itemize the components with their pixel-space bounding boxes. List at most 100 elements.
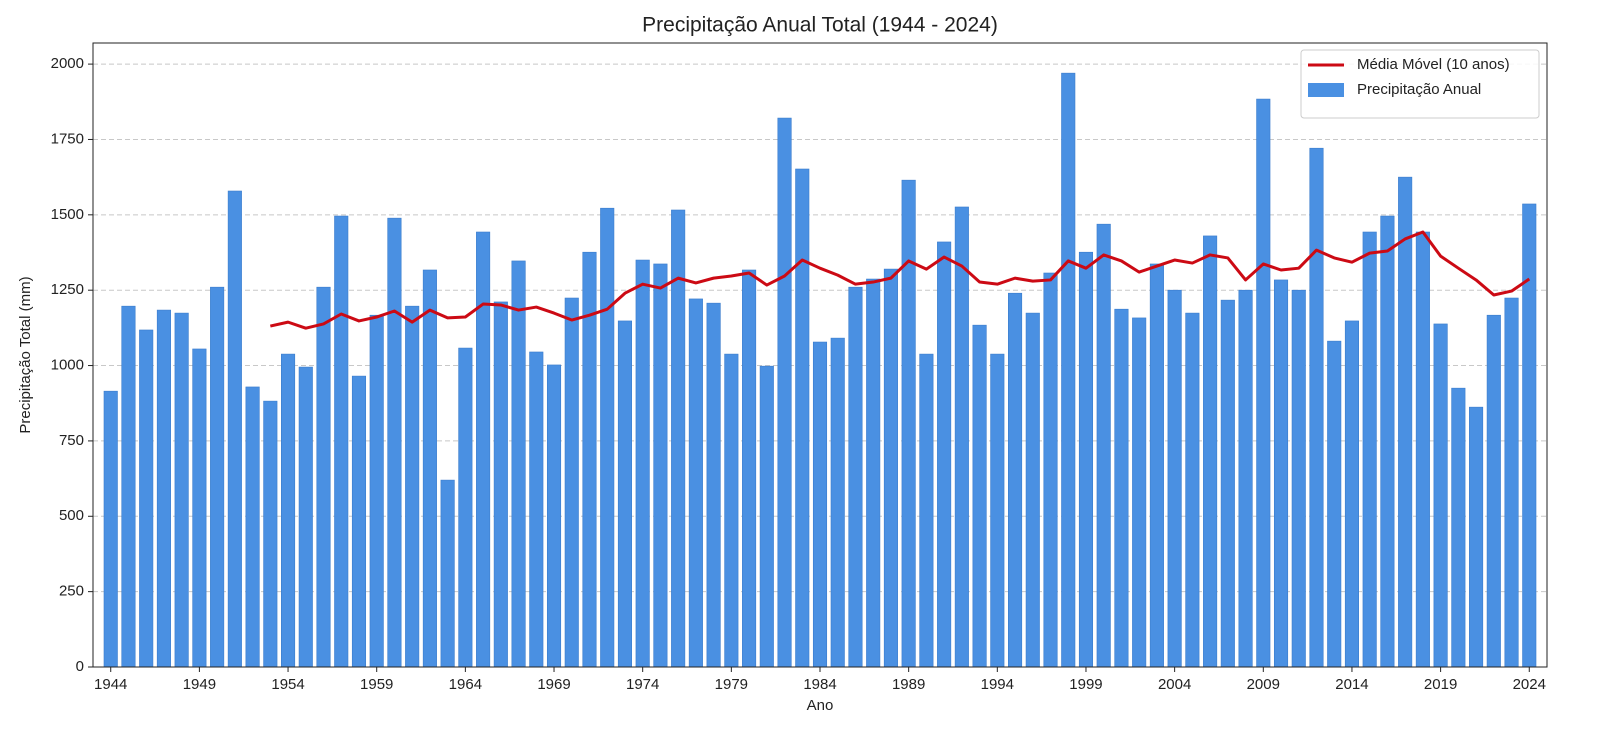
bar	[1291, 289, 1306, 668]
x-tick-label: 1999	[1069, 676, 1102, 693]
x-tick-label: 1979	[715, 676, 748, 693]
legend-swatch	[1308, 83, 1344, 97]
bar	[901, 179, 916, 668]
bar	[227, 190, 242, 668]
y-tick-label: 1250	[51, 281, 84, 298]
x-tick-label: 1964	[449, 676, 482, 693]
bar	[1362, 231, 1377, 668]
x-tick-label: 2019	[1424, 676, 1457, 693]
bar	[298, 366, 313, 668]
bar	[1203, 235, 1218, 668]
bar	[1451, 387, 1466, 668]
bar	[617, 320, 632, 668]
bar	[121, 305, 136, 668]
bar	[546, 364, 562, 668]
x-tick-label: 2024	[1513, 676, 1546, 693]
y-axis-label: Precipitação Total (mm)	[17, 276, 34, 433]
bar	[972, 324, 987, 668]
legend-label: Precipitação Anual	[1357, 81, 1481, 98]
bar	[990, 353, 1005, 668]
bar	[1344, 320, 1359, 668]
bar	[156, 309, 171, 668]
bar	[1486, 314, 1501, 668]
bar	[1433, 323, 1448, 668]
x-tick-label: 1949	[183, 676, 216, 693]
bar	[174, 312, 189, 668]
bar	[919, 353, 934, 668]
bar	[1096, 223, 1111, 668]
bar	[511, 260, 526, 668]
bar	[458, 347, 473, 668]
bar	[192, 348, 207, 668]
bar	[103, 390, 118, 668]
bar	[742, 269, 757, 668]
x-tick-label: 2004	[1158, 676, 1191, 693]
y-tick-label: 1500	[51, 206, 84, 223]
chart-title: Precipitação Anual Total (1944 - 2024)	[642, 14, 998, 37]
plot-frame	[92, 42, 1548, 668]
bar	[706, 302, 721, 668]
bar	[369, 314, 384, 668]
bar	[1078, 251, 1094, 668]
bar	[653, 263, 668, 668]
bar	[1256, 98, 1271, 668]
x-tick-label: 1989	[892, 676, 925, 693]
bar	[1327, 340, 1342, 668]
bar	[210, 286, 225, 668]
y-tick-label: 0	[76, 658, 84, 675]
bar	[1185, 312, 1200, 668]
bar	[139, 329, 154, 668]
bar	[1415, 231, 1430, 668]
bar	[635, 259, 650, 668]
bar	[1114, 308, 1129, 668]
y-tick-label: 1000	[51, 357, 84, 374]
x-tick-label: 1994	[981, 676, 1014, 693]
bar	[1061, 72, 1076, 668]
bar	[1008, 292, 1023, 668]
bar	[387, 217, 402, 668]
bar	[281, 353, 296, 668]
bar	[1273, 279, 1289, 668]
bar	[937, 241, 952, 668]
bar	[1238, 289, 1253, 668]
bar	[529, 351, 544, 668]
bar	[1025, 312, 1040, 668]
bar	[688, 298, 703, 668]
bar	[493, 301, 508, 668]
bar	[759, 365, 774, 668]
legend-box	[1300, 49, 1540, 119]
bar	[440, 479, 455, 668]
y-tick-label: 2000	[51, 55, 84, 72]
bar	[1043, 272, 1058, 668]
x-tick-label: 1974	[626, 676, 659, 693]
x-tick-label: 2009	[1247, 676, 1280, 693]
bar	[600, 207, 615, 668]
x-tick-label: 1954	[271, 676, 304, 693]
bar	[316, 286, 331, 668]
bar	[334, 215, 349, 668]
bar	[1167, 289, 1182, 668]
bar	[848, 286, 863, 668]
bar	[883, 268, 898, 668]
bar	[812, 341, 828, 668]
bar	[405, 305, 420, 668]
bar	[1522, 203, 1537, 668]
bar	[724, 353, 739, 668]
bar	[1380, 215, 1395, 668]
bar	[866, 278, 881, 668]
x-axis-label: Ano	[807, 697, 834, 714]
bar	[830, 337, 845, 668]
y-tick-label: 500	[59, 507, 84, 524]
bar	[1309, 147, 1324, 668]
x-tick-label: 1944	[94, 676, 127, 693]
y-tick-label: 750	[59, 432, 84, 449]
x-tick-label: 1984	[803, 676, 836, 693]
bar	[564, 297, 579, 668]
x-tick-label: 1959	[360, 676, 393, 693]
bar	[422, 269, 437, 668]
x-tick-label: 2014	[1335, 676, 1368, 693]
y-tick-label: 1750	[51, 130, 84, 147]
bar	[1504, 297, 1519, 668]
